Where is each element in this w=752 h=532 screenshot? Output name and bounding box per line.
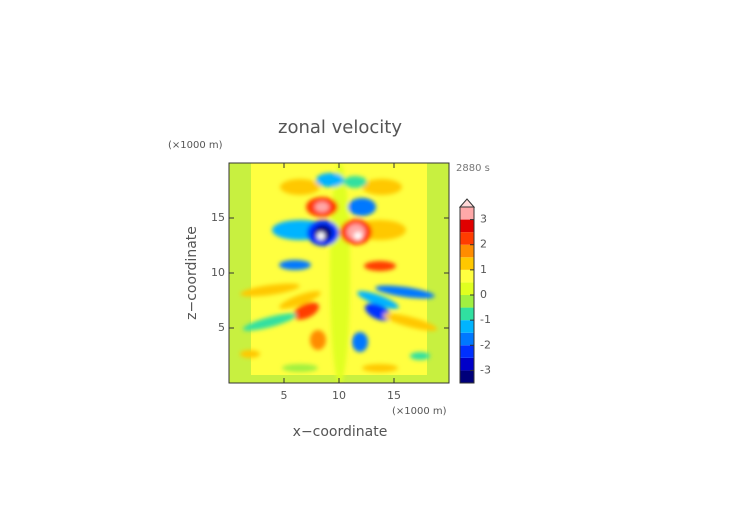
colorbar-tick-label: 3 [480,213,487,226]
colorbar-band [460,345,474,358]
x-unit: (×1000 m) [392,406,447,417]
y-tick-label: 10 [211,266,225,279]
colorbar-band [460,295,474,308]
colorbar-tick-label: -3 [480,363,491,376]
colorbar-extend [458,198,476,208]
colorbar-band [460,207,474,220]
time-label: 2880 s [456,163,490,174]
colorbar-band [460,282,474,295]
colorbar-tick-label: 0 [480,288,487,301]
y-axis-label: z−coordinate [184,226,200,320]
colorbar-band [460,219,474,233]
colorbar-band [460,320,474,333]
colorbar-band [460,269,474,283]
colorbar-band [460,257,474,270]
colorbar-band [460,332,474,346]
x-tick-label: 5 [281,389,288,402]
y-tick-label: 5 [218,321,225,334]
y-tick-label: 15 [211,211,225,224]
x-tick-label: 10 [332,389,346,402]
x-tick-label: 15 [387,389,401,402]
colorbar-tick-label: -2 [480,338,491,351]
colorbar-band [460,357,474,371]
colorbar-tick-label: 1 [480,263,487,276]
chart-title: zonal velocity [278,117,402,138]
colorbar-tick-label: 2 [480,238,487,251]
colorbar-band [460,307,474,321]
colorbar-band [460,370,474,383]
colorbar-band [460,244,474,258]
x-axis-label: x−coordinate [293,424,388,440]
colorbar-tick-label: -1 [480,313,491,326]
y-unit: (×1000 m) [168,140,223,151]
colorbar-band [460,232,474,245]
contour-field [229,163,449,383]
